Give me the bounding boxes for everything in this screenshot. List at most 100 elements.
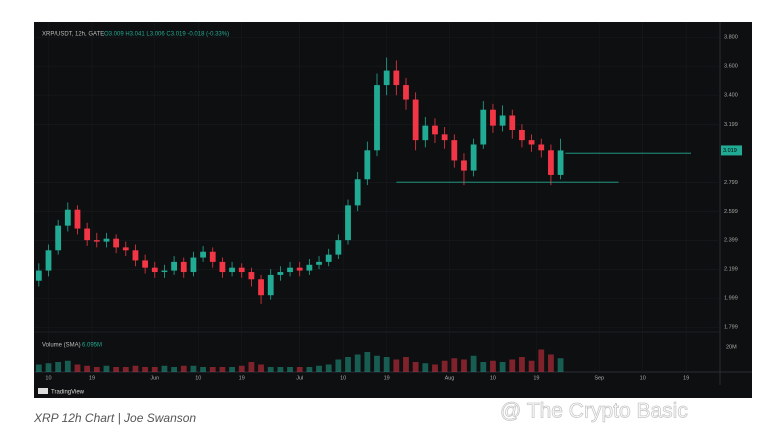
volume-bar [161,365,168,372]
volume-bar [248,362,255,372]
volume-bar [103,365,110,372]
brand: TradingView [51,390,85,396]
volume-bar [519,357,525,372]
x-tick-label: 19 [89,375,95,381]
volume-bar [325,364,332,372]
y-tick-label: 2.199 [724,267,738,273]
volume-bar [422,363,429,372]
volume-bar [412,362,419,372]
volume-label: Volume (SMA) [42,343,81,349]
price-tag-box [721,145,742,156]
candle-body [209,251,216,262]
volume-bar [451,358,458,372]
volume-bar [490,360,496,372]
candle-body [161,270,168,273]
x-tick-label: 10 [195,375,201,381]
candle-body [84,228,91,241]
volume-bar [113,367,120,372]
candle-body [490,109,496,126]
candle-body [64,209,71,226]
chart-panel [34,22,752,398]
ohlc: O3.009 H3.041 L3.006 C3.019 -0.018 (-0.3… [104,32,229,38]
x-tick-label: Jul [296,375,303,381]
candle-body [441,134,448,141]
candle-body [248,272,255,280]
y-tick-label: 2.599 [724,209,738,215]
candle-body [113,238,120,248]
volume-bar [151,367,158,372]
x-tick-label: 19 [384,375,390,381]
volume-bar [35,364,42,372]
x-tick-label: 10 [340,375,346,381]
volume-bar [84,365,91,372]
volume-bar [64,360,71,372]
candle-body [316,261,322,265]
y-tick-label: 2.799 [724,180,738,186]
candle-body [296,267,303,271]
volume-bar [557,358,564,372]
volume-bar [45,363,52,372]
candle-body [229,267,235,273]
candle-body [142,260,149,268]
candle-body [190,257,197,273]
volume-bar [122,367,129,372]
y-tick-label: 3.400 [724,93,738,99]
candle-body [461,160,467,171]
candle-body [55,225,62,251]
volume-bar [374,355,380,372]
y-tick-label: 1.999 [724,296,738,302]
volume-tick-label: 20M [726,344,737,350]
volume-bar [345,357,351,372]
brand-logo [38,388,48,394]
y-tick-label: 3.600 [724,64,738,70]
x-tick-label: 19 [533,375,539,381]
volume-bar [190,365,197,372]
candle-body [354,179,361,206]
volume-bar [180,365,187,372]
volume-bar [364,352,371,372]
volume-bar [306,367,313,372]
candle-body [180,261,187,273]
x-tick-label: 10 [490,375,496,381]
candle-body [519,130,525,141]
watermark: @ The Crypto Basic [500,400,688,423]
volume-bar [499,362,506,372]
candle-body [548,150,554,175]
x-tick-label: 19 [683,375,689,381]
volume-bar [548,354,554,372]
candle-body [306,264,313,271]
caption: XRP 12h Chart | Joe Swanson [33,411,196,425]
candle-body [93,240,100,242]
candle-body [238,267,245,273]
volume-bar [258,364,264,372]
candle-body [393,70,400,86]
volume-bar [200,367,206,372]
candle-body [422,125,429,141]
candle-body [35,270,42,281]
candle-body [200,251,206,258]
candle-body [432,125,438,135]
x-tick-label: 10 [45,375,51,381]
candle-body [538,144,545,151]
candle-body [480,109,487,145]
candle-body [219,261,226,273]
candle-body [277,272,284,275]
candle-body [258,279,264,296]
volume-bar [55,362,62,372]
candle-body [451,140,458,161]
candle-body [132,250,139,261]
volume-bar [287,367,293,372]
volume-bar [480,362,487,372]
volume-bar [296,367,303,372]
candle-body [383,70,390,86]
volume-bar [209,367,216,372]
volume-bar [393,359,400,372]
candle-body [151,267,158,273]
volume-bar [219,367,226,372]
x-tick-label: Sep [594,375,604,381]
candle-body [122,247,129,251]
candle-body [335,240,342,255]
candle-body [325,254,332,262]
volume-bar [132,365,139,372]
